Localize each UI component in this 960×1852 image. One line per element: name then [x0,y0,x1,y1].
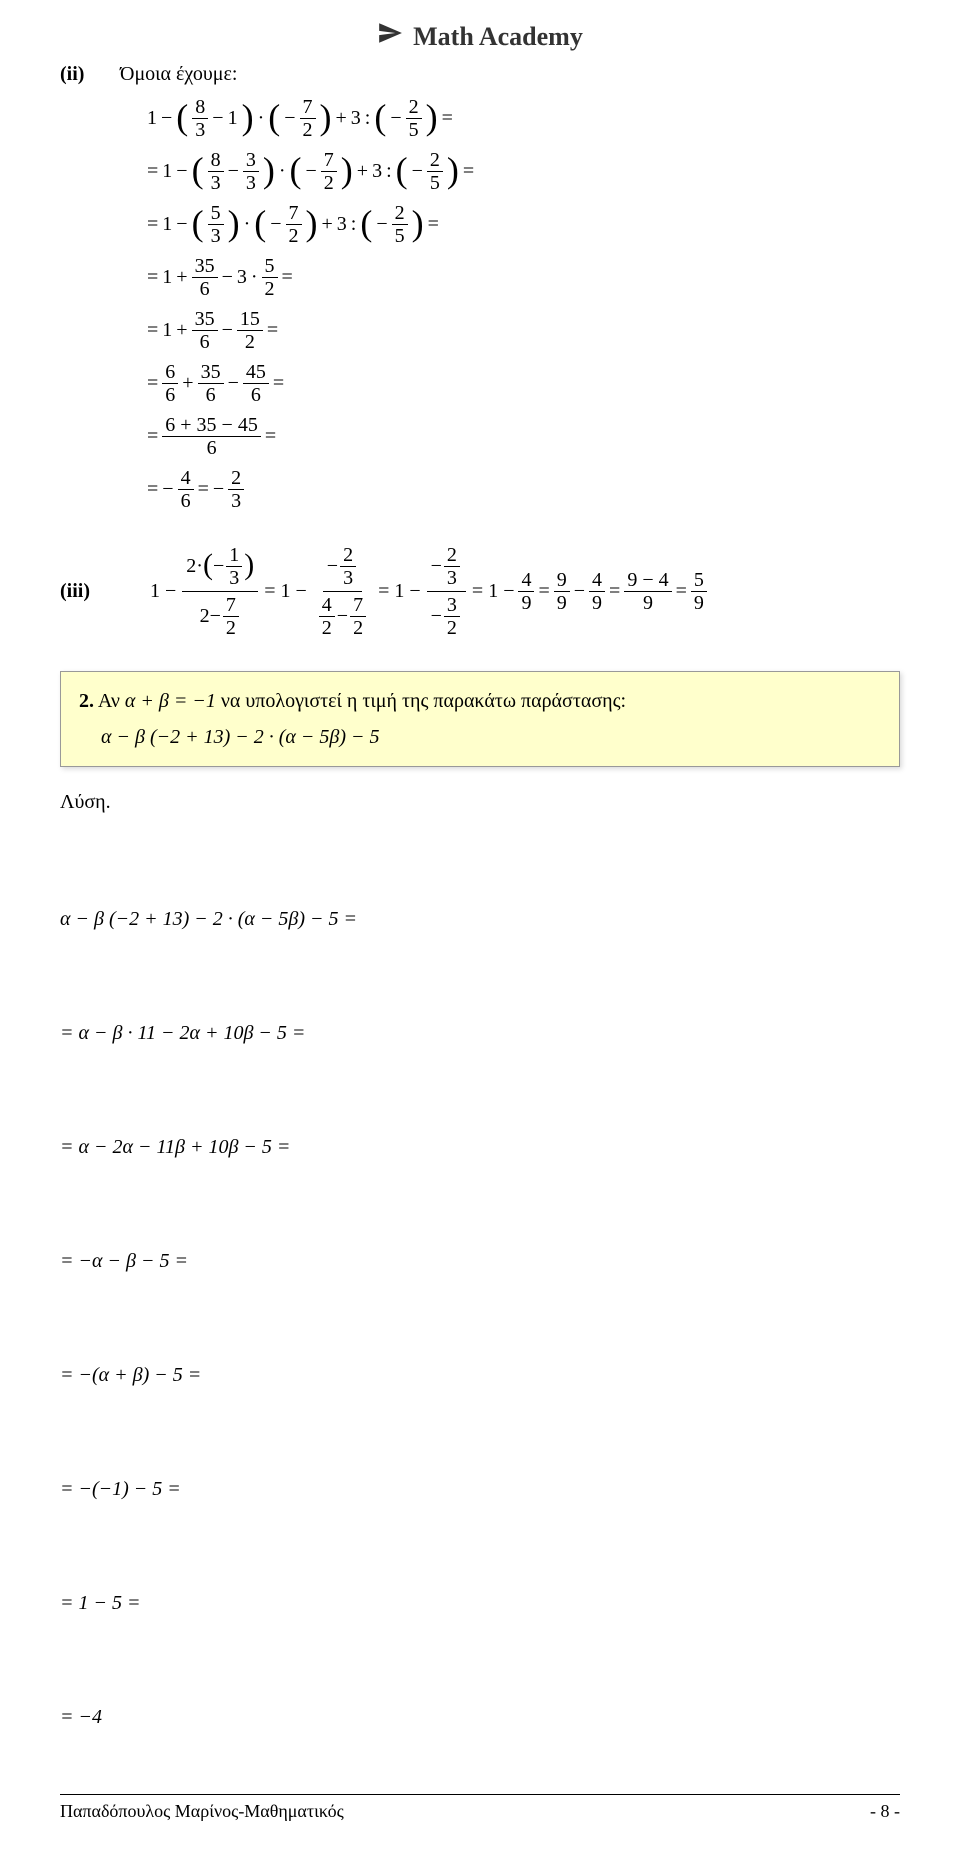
txt: 1 [147,107,157,130]
problem-number: 2. [79,690,94,712]
problem-expression: α − β (−2 + 13) − 2 · (α − 5β) − 5 [101,722,881,752]
ii-step-7: = 6 + 35 − 456 = [145,414,900,459]
sol-l1: α − β (−2 + 13) − 2 · (α − 5β) − 5 = [60,900,900,938]
ii-step-8: = − 46 = − 23 [145,467,900,512]
page: Math Academy (ii) Όμοια έχουμε: 1 − ( 83… [0,0,960,1852]
footer-author: Παπαδόπουλος Μαρίνος-Μαθηματικός [60,1801,344,1822]
ii-step-6: = 66 + 356 − 456 = [145,361,900,406]
problem-condition: α + β = −1 [125,690,216,712]
solution-label: Λύση. [60,791,900,814]
section-iii-label: (iii) [60,580,120,603]
iii-chain: 1 − 2 · ( − 13 ) 2 − 72 = 1 − [148,542,709,641]
solution-block: α − β (−2 + 13) − 2 · (α − 5β) − 5 = = α… [60,824,900,1812]
problem-text-a: Αν [98,690,125,712]
header-title: Math Academy [413,22,583,52]
sol-l4: = −α − β − 5 = [60,1242,900,1280]
ii-step-5: = 1 + 356 − 152 = [145,308,900,353]
page-footer: Παπαδόπουλος Μαρίνος-Μαθηματικός - 8 - [60,1794,900,1822]
sol-l6: = −(−1) − 5 = [60,1470,900,1508]
ii-step-2: = 1 − ( 83 − 33 ) · ( − 72 ) + 3 : ( − 2… [145,149,900,194]
sol-l2: = α − β · 11 − 2α + 10β − 5 = [60,1014,900,1052]
section-ii: (ii) Όμοια έχουμε: [60,63,900,86]
ii-step-3: = 1 − ( 53 ) · ( − 72 ) + 3 : ( − 25 ) = [145,202,900,247]
section-ii-intro: Όμοια έχουμε: [120,63,237,86]
sol-l3: = α − 2α − 11β + 10β − 5 = [60,1128,900,1166]
ii-step-4: = 1 + 356 − 3 · 52 = [145,255,900,300]
problem-statement: 2. Αν α + β = −1 να υπολογιστεί η τιμή τ… [79,686,881,716]
page-header: Math Academy [60,20,900,53]
sol-l5: = −(α + β) − 5 = [60,1356,900,1394]
paper-plane-icon [377,20,403,53]
math-block-ii: 1 − ( 83 − 1 ) · ( − 72 ) + 3 : ( − 25 )… [145,96,900,512]
footer-page: - 8 - [870,1801,900,1822]
sol-l7: = 1 − 5 = [60,1584,900,1622]
sol-l8: = −4 [60,1698,900,1736]
problem-box: 2. Αν α + β = −1 να υπολογιστεί η τιμή τ… [60,671,900,767]
section-iii: (iii) 1 − 2 · ( − 13 ) 2 − 72 = 1 − [60,542,900,641]
problem-text-b: να υπολογιστεί η τιμή της παρακάτω παράσ… [221,690,626,712]
section-ii-label: (ii) [60,63,120,86]
ii-step-1: 1 − ( 83 − 1 ) · ( − 72 ) + 3 : ( − 25 )… [145,96,900,141]
